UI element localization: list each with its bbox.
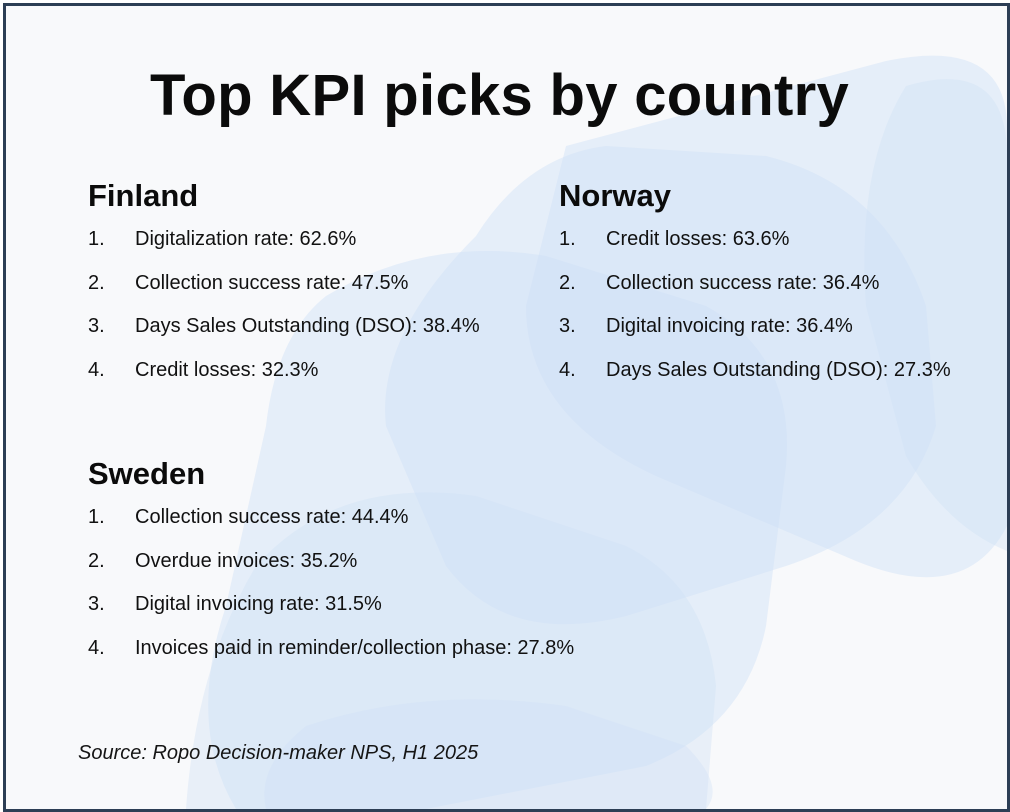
item-text: Invoices paid in reminder/collection pha… bbox=[135, 636, 575, 659]
item-text: Days Sales Outstanding (DSO): 27.3% bbox=[606, 358, 951, 381]
list-item: 4. Invoices paid in reminder/collection p… bbox=[88, 636, 574, 681]
list-item: 3. Digital invoicing rate: 31.5% bbox=[88, 593, 382, 637]
item-number: 3. bbox=[88, 593, 105, 615]
bg-blob-middle bbox=[385, 146, 936, 625]
bg-blob-bottom bbox=[186, 492, 716, 809]
bg-blob-large bbox=[526, 55, 1007, 578]
list-item: 4. Days Sales Outstanding (DSO): 27.3% bbox=[559, 358, 951, 403]
item-text: Collection success rate: 36.4% bbox=[606, 271, 880, 294]
country-heading: Sweden bbox=[88, 456, 206, 491]
section-finland: Finland 1. Digitalization rate: 62.6% 2. C… bbox=[88, 176, 480, 403]
item-number: 4. bbox=[88, 636, 105, 659]
list-item: 2. Collection success rate: 47.5% bbox=[88, 271, 408, 316]
item-number: 3. bbox=[559, 315, 576, 337]
bg-blob-right-edge bbox=[864, 79, 1007, 552]
kpi-list: 1. Digitalization rate: 62.6% 2. Collectio… bbox=[88, 228, 480, 403]
item-number: 1. bbox=[88, 228, 105, 250]
item-text: Credit losses: 63.6% bbox=[606, 228, 790, 250]
item-text: Collection success rate: 47.5% bbox=[135, 271, 409, 294]
list-item: 3. Days Sales Outstanding (DSO): 38.4% bbox=[88, 315, 480, 359]
country-heading: Finland bbox=[88, 178, 199, 213]
section-norway: Norway 1. Credit losses: 63.6% 2. Collecti… bbox=[559, 176, 951, 403]
list-item: 2. Collection success rate: 36.4% bbox=[559, 271, 879, 316]
kpi-list: 1. Credit losses: 63.6% 2. Collection succ… bbox=[559, 228, 951, 403]
list-item: 1. Collection success rate: 44.4% bbox=[88, 506, 408, 550]
bg-blob-footer bbox=[264, 699, 713, 809]
source-note: Source: Ropo Decision-maker NPS, H1 2025 bbox=[78, 742, 479, 764]
list-item: 4. Credit losses: 32.3% bbox=[88, 358, 318, 403]
section-sweden: Sweden 1. Collection success rate: 44.4% … bbox=[88, 454, 574, 681]
item-text: Overdue invoices: 35.2% bbox=[135, 549, 358, 572]
item-number: 1. bbox=[559, 228, 576, 250]
kpi-card: Top KPI picks by country Finland 1. Digit… bbox=[3, 3, 1010, 812]
list-item: 1. Credit losses: 63.6% bbox=[559, 228, 789, 272]
item-number: 3. bbox=[88, 315, 105, 337]
item-text: Digital invoicing rate: 36.4% bbox=[606, 315, 853, 337]
item-number: 4. bbox=[88, 358, 105, 381]
list-item: 1. Digitalization rate: 62.6% bbox=[88, 228, 356, 272]
item-text: Collection success rate: 44.4% bbox=[135, 506, 409, 528]
item-text: Digital invoicing rate: 31.5% bbox=[135, 593, 382, 615]
item-number: 2. bbox=[88, 549, 105, 572]
decorative-background-shapes bbox=[186, 55, 1007, 809]
item-number: 2. bbox=[88, 271, 105, 294]
kpi-list: 1. Collection success rate: 44.4% 2. Overd… bbox=[88, 506, 574, 681]
list-item: 3. Digital invoicing rate: 36.4% bbox=[559, 315, 853, 359]
item-text: Digitalization rate: 62.6% bbox=[135, 228, 357, 250]
bg-blob-left bbox=[208, 251, 787, 809]
item-text: Credit losses: 32.3% bbox=[135, 358, 319, 381]
list-item: 2. Overdue invoices: 35.2% bbox=[88, 549, 357, 594]
page-title: Top KPI picks by country bbox=[150, 63, 850, 128]
item-text: Days Sales Outstanding (DSO): 38.4% bbox=[135, 315, 480, 337]
item-number: 4. bbox=[559, 358, 576, 381]
country-heading: Norway bbox=[559, 178, 671, 213]
item-number: 2. bbox=[559, 271, 576, 294]
item-number: 1. bbox=[88, 506, 105, 528]
